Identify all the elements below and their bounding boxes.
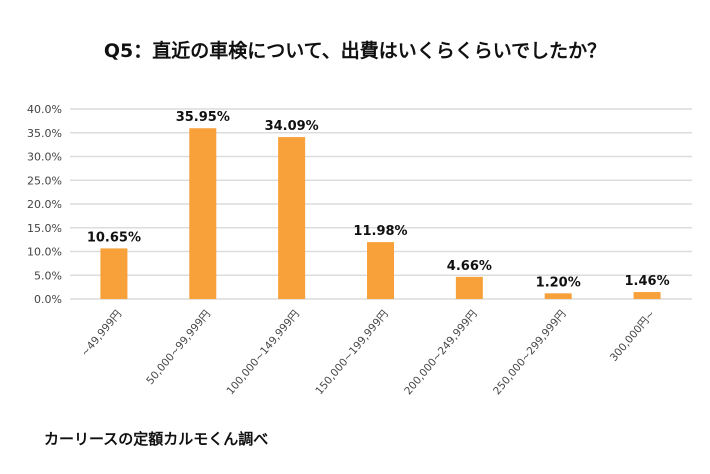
- bar: [544, 293, 572, 299]
- source-note: カーリースの定額カルモくん調べ: [44, 430, 269, 448]
- data-label: 10.65%: [87, 230, 141, 245]
- x-tick-label: 50,000~99,999円: [144, 308, 213, 387]
- y-tick-label: 15.0%: [27, 222, 62, 235]
- bar: [455, 276, 483, 299]
- chart-title: Q5：直近の車検について、出費はいくらくらいでしたか？: [103, 40, 607, 62]
- bar: [278, 137, 306, 299]
- x-tick-label: ~49,999円: [79, 308, 124, 359]
- bar: [189, 128, 217, 299]
- x-tick-label: 100,000~149,999円: [225, 308, 302, 397]
- y-tick-label: 0.0%: [34, 293, 62, 306]
- data-label: 1.46%: [625, 274, 670, 289]
- x-tick-label: 150,000~199,999円: [313, 308, 390, 397]
- data-label: 35.95%: [176, 110, 230, 125]
- y-tick-label: 40.0%: [27, 103, 62, 116]
- data-label: 4.66%: [447, 259, 492, 274]
- x-tick-label: 300,000円~: [608, 308, 658, 364]
- y-tick-label: 30.0%: [27, 151, 62, 164]
- x-tick-label: 250,000~299,999円: [491, 308, 568, 397]
- data-label: 11.98%: [353, 224, 407, 239]
- bar: [367, 242, 394, 299]
- bar: [633, 292, 661, 299]
- y-tick-label: 5.0%: [34, 269, 62, 282]
- y-tick-label: 25.0%: [27, 174, 62, 187]
- data-label: 1.20%: [536, 275, 581, 290]
- y-tick-label: 35.0%: [27, 127, 62, 140]
- y-tick-label: 10.0%: [27, 246, 62, 259]
- bar: [100, 248, 128, 299]
- data-label: 34.09%: [265, 119, 319, 134]
- x-tick-label: 200,000~249,999円: [402, 308, 479, 397]
- y-tick-label: 20.0%: [27, 198, 62, 211]
